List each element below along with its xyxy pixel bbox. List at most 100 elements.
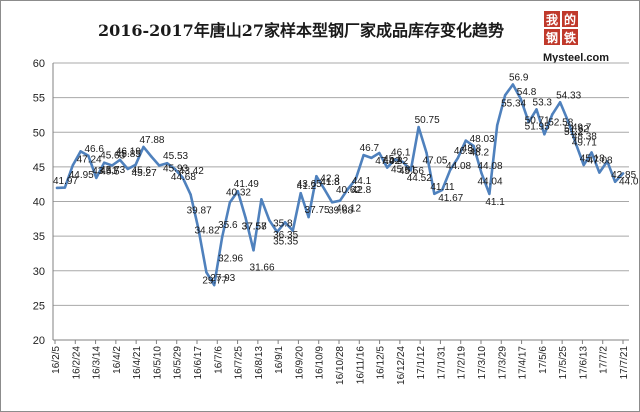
x-tick-label: 16/7/6 xyxy=(213,346,224,374)
data-label: 54.33 xyxy=(556,90,581,101)
data-point xyxy=(354,178,357,181)
data-point xyxy=(590,151,593,154)
data-label: 47.88 xyxy=(139,135,164,146)
data-label: 40.62 xyxy=(336,185,361,196)
x-tick-label: 16/2/24 xyxy=(71,346,82,380)
data-label: 51.2 xyxy=(564,127,584,138)
data-label: 49.7 xyxy=(572,122,592,133)
data-label: 45.27 xyxy=(132,168,157,179)
data-point xyxy=(448,168,452,172)
logo-tile-4 xyxy=(562,29,578,45)
data-label: 29.77 xyxy=(202,275,227,286)
data-point xyxy=(150,155,153,158)
data-label: 32.96 xyxy=(218,253,243,264)
data-label: 48.2 xyxy=(470,148,490,159)
x-tick-label: 17/3/10 xyxy=(477,346,488,380)
data-label: 45.56 xyxy=(399,166,424,177)
data-label: 51.95 xyxy=(525,122,550,133)
data-label: 42.85 xyxy=(611,170,636,181)
x-tick-label: 16/10/28 xyxy=(335,346,346,385)
x-tick-label: 16/9/1 xyxy=(274,346,285,374)
y-tick-label: 20 xyxy=(33,335,45,347)
data-label: 45.63 xyxy=(100,151,125,162)
data-label: 45.6 xyxy=(132,166,152,177)
logo-tile-3 xyxy=(544,29,560,45)
data-label: 44.95 xyxy=(69,170,94,181)
data-label: 45.93 xyxy=(163,163,188,174)
x-tick-label: 17/1/12 xyxy=(416,346,427,380)
data-label: 45.5 xyxy=(100,166,120,177)
x-tick-label: 17/6/13 xyxy=(578,346,589,380)
data-label: 45.1 xyxy=(383,154,403,165)
data-point xyxy=(315,175,318,178)
data-point xyxy=(535,108,538,111)
data-label: 46.3 xyxy=(454,146,474,157)
data-point xyxy=(464,139,467,142)
x-tick-label: 16/2/5 xyxy=(51,346,62,374)
x-tick-label: 17/2/19 xyxy=(457,346,468,380)
data-label: 51.62 xyxy=(564,124,589,135)
data-label: 44.04 xyxy=(478,177,503,188)
x-tick-label: 16/5/10 xyxy=(152,346,163,380)
logo-char-2: 的 xyxy=(564,12,576,27)
data-label: 50.71 xyxy=(525,115,550,126)
data-point xyxy=(440,188,444,192)
data-label: 52.58 xyxy=(548,117,573,128)
data-label: 31.66 xyxy=(250,262,275,273)
data-label: 41.8 xyxy=(320,177,340,188)
logo-char-1: 我 xyxy=(546,12,558,27)
data-label: 44.08 xyxy=(478,161,503,172)
data-point xyxy=(95,176,98,180)
x-tick-label: 17/7/2 xyxy=(599,346,610,374)
data-point xyxy=(433,192,436,196)
data-point xyxy=(582,163,585,167)
x-tick-label: 16/7/25 xyxy=(234,346,245,380)
x-tick-label: 16/12/5 xyxy=(376,346,387,380)
logo-site-text: Mysteel.com xyxy=(543,52,609,64)
x-tick-label: 17/4/17 xyxy=(518,346,529,380)
data-label: 40.12 xyxy=(336,204,361,215)
data-point xyxy=(519,97,523,101)
data-label: 40.32 xyxy=(226,187,251,198)
data-label: 49.71 xyxy=(572,137,597,148)
data-label: 45.81 xyxy=(391,164,416,175)
data-point xyxy=(55,186,59,190)
data-label: 46.1 xyxy=(391,147,411,158)
data-point xyxy=(71,164,74,167)
data-point xyxy=(613,180,617,183)
x-tick-label: 17/5/6 xyxy=(538,346,549,374)
data-label: 53.3 xyxy=(533,97,553,108)
data-point xyxy=(197,228,200,231)
data-point xyxy=(511,83,515,86)
data-point xyxy=(102,161,106,164)
x-tick-label: 17/5/25 xyxy=(558,346,569,380)
x-tick-label: 16/10/9 xyxy=(315,346,326,380)
data-point xyxy=(566,119,570,123)
data-label: 47.05 xyxy=(422,156,447,167)
y-tick-label: 25 xyxy=(33,300,45,312)
data-point xyxy=(503,94,507,97)
x-tick-label: 16/5/29 xyxy=(173,346,184,380)
data-label: 45.18 xyxy=(580,154,605,165)
data-point xyxy=(189,193,192,196)
data-label: 41.8 xyxy=(320,177,340,188)
data-point xyxy=(323,187,326,191)
y-tick-label: 35 xyxy=(33,231,45,243)
data-label: 43.65 xyxy=(297,179,322,190)
data-label: 34.82 xyxy=(195,225,220,236)
data-label: 47.24 xyxy=(77,154,102,165)
y-tick-label: 40 xyxy=(33,197,45,209)
data-label: 56.9 xyxy=(509,72,529,83)
data-point xyxy=(574,142,578,145)
data-label: 46.19 xyxy=(116,147,141,158)
x-tick-label: 17/1/31 xyxy=(436,346,447,380)
data-label: 44.68 xyxy=(171,172,196,183)
data-point xyxy=(181,176,184,180)
data-label: 48.03 xyxy=(470,134,495,145)
data-point xyxy=(275,230,279,234)
data-label: 54.8 xyxy=(517,87,537,98)
x-tick-label: 16/4/2 xyxy=(112,346,123,374)
data-point xyxy=(213,283,216,287)
x-tick-label: 16/11/16 xyxy=(355,346,366,385)
data-point xyxy=(417,125,420,129)
